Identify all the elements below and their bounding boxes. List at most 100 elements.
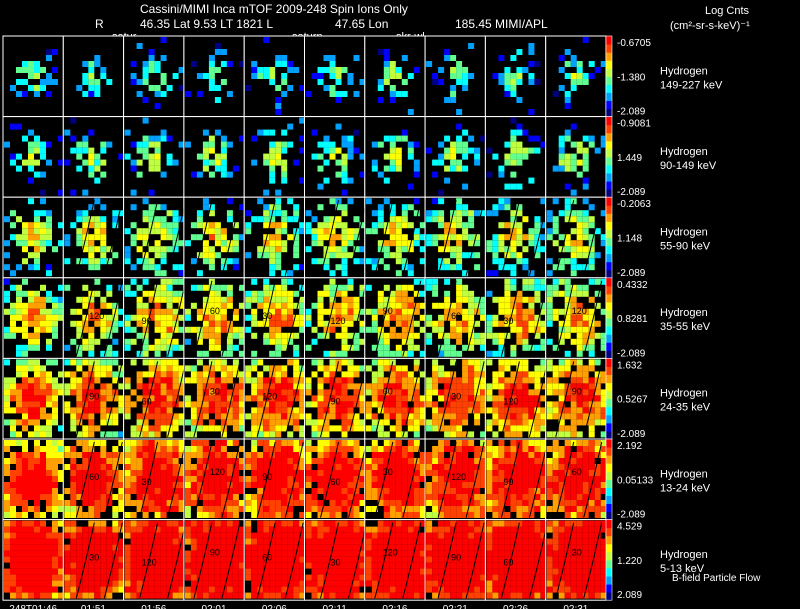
intensity-cell bbox=[70, 494, 77, 500]
intensity-cell bbox=[401, 488, 408, 494]
intensity-cell bbox=[196, 506, 203, 512]
intensity-cell bbox=[522, 506, 529, 512]
intensity-cell bbox=[4, 395, 10, 402]
intensity-cell bbox=[148, 395, 155, 402]
intensity-cell bbox=[582, 338, 589, 345]
intensity-cell bbox=[130, 425, 137, 432]
intensity-cell bbox=[552, 216, 559, 223]
intensity-cell bbox=[438, 494, 445, 500]
intensity-cell bbox=[534, 440, 541, 446]
intensity-cell bbox=[275, 365, 282, 372]
intensity-cell bbox=[317, 419, 324, 426]
intensity-cell bbox=[552, 470, 559, 476]
intensity-cell bbox=[196, 550, 203, 557]
intensity-cell bbox=[184, 452, 191, 458]
intensity-cell bbox=[70, 338, 77, 345]
intensity-cell bbox=[389, 141, 396, 148]
intensity-cell bbox=[582, 210, 589, 217]
intensity-cell bbox=[588, 141, 595, 148]
intensity-cell bbox=[516, 296, 523, 303]
intensity-cell bbox=[377, 210, 384, 217]
intensity-cell bbox=[582, 73, 589, 79]
intensity-cell bbox=[462, 371, 469, 378]
intensity-cell bbox=[353, 302, 360, 309]
intensity-cell bbox=[492, 482, 499, 488]
intensity-cell bbox=[251, 320, 258, 327]
intensity-cell bbox=[413, 141, 420, 148]
intensity-cell bbox=[226, 568, 233, 575]
intensity-cell bbox=[226, 395, 233, 402]
intensity-cell bbox=[160, 290, 167, 297]
intensity-cell bbox=[154, 67, 161, 73]
intensity-cell bbox=[245, 464, 252, 470]
intensity-cell bbox=[136, 413, 143, 420]
intensity-cell bbox=[341, 252, 348, 259]
intensity-cell bbox=[335, 234, 342, 241]
intensity-cell bbox=[22, 234, 28, 241]
intensity-cell bbox=[588, 246, 595, 253]
intensity-cell bbox=[142, 586, 149, 593]
intensity-cell bbox=[594, 494, 601, 500]
intensity-cell bbox=[522, 419, 529, 426]
intensity-cell bbox=[208, 141, 215, 148]
intensity-cell bbox=[516, 431, 523, 438]
intensity-cell bbox=[281, 177, 288, 184]
intensity-cell bbox=[124, 482, 131, 488]
intensity-cell bbox=[438, 141, 445, 148]
intensity-cell bbox=[377, 258, 384, 265]
intensity-cell bbox=[558, 494, 565, 500]
intensity-cell bbox=[100, 562, 107, 569]
intensity-cell bbox=[257, 506, 264, 512]
intensity-cell bbox=[275, 464, 282, 470]
colorbar-segment bbox=[606, 261, 612, 271]
intensity-cell bbox=[576, 389, 583, 396]
intensity-cell bbox=[136, 350, 143, 357]
intensity-cell bbox=[329, 61, 336, 67]
intensity-cell bbox=[419, 476, 426, 482]
intensity-cell bbox=[359, 470, 366, 476]
pitch-angle-label: 60 bbox=[451, 311, 461, 321]
intensity-cell bbox=[287, 431, 294, 438]
intensity-cell bbox=[184, 520, 191, 527]
intensity-cell bbox=[202, 586, 209, 593]
intensity-cell bbox=[510, 270, 517, 277]
intensity-cell bbox=[4, 506, 10, 512]
intensity-cell bbox=[172, 308, 179, 315]
intensity-cell bbox=[432, 389, 439, 396]
intensity-cell bbox=[588, 470, 595, 476]
intensity-cell bbox=[323, 452, 330, 458]
intensity-cell bbox=[46, 476, 52, 482]
intensity-cell bbox=[341, 425, 348, 432]
intensity-cell bbox=[4, 550, 10, 557]
intensity-cell bbox=[34, 246, 40, 253]
intensity-cell bbox=[214, 97, 221, 103]
intensity-cell bbox=[323, 147, 330, 154]
intensity-cell bbox=[359, 171, 366, 178]
pitch-angle-label: 30 bbox=[451, 391, 461, 401]
intensity-cell bbox=[456, 470, 463, 476]
intensity-cell bbox=[160, 314, 167, 321]
intensity-cell bbox=[76, 544, 83, 551]
intensity-cell bbox=[208, 73, 215, 79]
colorbar-segment bbox=[606, 237, 612, 247]
intensity-cell bbox=[202, 413, 209, 420]
intensity-cell bbox=[522, 246, 529, 253]
colorbar-segment bbox=[606, 181, 612, 190]
intensity-cell bbox=[4, 264, 10, 271]
intensity-cell bbox=[160, 562, 167, 569]
intensity-cell bbox=[124, 326, 131, 333]
intensity-cell bbox=[275, 556, 282, 563]
intensity-cell bbox=[456, 252, 463, 259]
intensity-cell bbox=[46, 425, 52, 432]
intensity-cell bbox=[232, 580, 239, 587]
intensity-cell bbox=[341, 419, 348, 426]
intensity-cell bbox=[293, 210, 300, 217]
intensity-cell bbox=[462, 228, 469, 235]
intensity-cell bbox=[432, 371, 439, 378]
intensity-cell bbox=[226, 413, 233, 420]
intensity-cell bbox=[462, 377, 469, 384]
intensity-cell bbox=[52, 49, 58, 55]
intensity-cell bbox=[208, 326, 215, 333]
intensity-cell bbox=[371, 446, 378, 452]
intensity-cell bbox=[214, 240, 221, 247]
